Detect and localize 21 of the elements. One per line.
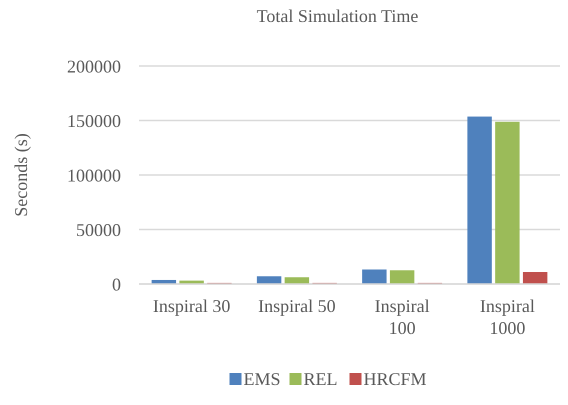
y-axis-title: Seconds (s) [11, 133, 31, 217]
bar [362, 270, 387, 284]
chart-title: Total Simulation Time [256, 6, 418, 26]
y-tick-label: 50000 [76, 220, 121, 240]
y-tick-label: 200000 [67, 56, 121, 76]
legend-label: HRCFM [364, 369, 427, 389]
legend-label: REL [304, 369, 338, 389]
x-tick-label: Inspiral 1000 [480, 296, 535, 338]
bar [467, 116, 492, 284]
bar [495, 122, 520, 284]
y-tick-label: 100000 [67, 165, 121, 186]
legend-label: EMS [244, 369, 281, 389]
bar [256, 276, 282, 284]
x-tick-label: Inspiral 50 [258, 296, 336, 316]
bar [284, 277, 310, 284]
y-tick-label: 0 [112, 274, 121, 294]
bar [522, 272, 548, 284]
x-tick-label: Inspiral 100 [374, 296, 430, 338]
x-tick-label: Inspiral 30 [152, 296, 230, 316]
bar [390, 270, 414, 284]
y-tick-label: 150000 [67, 110, 121, 131]
